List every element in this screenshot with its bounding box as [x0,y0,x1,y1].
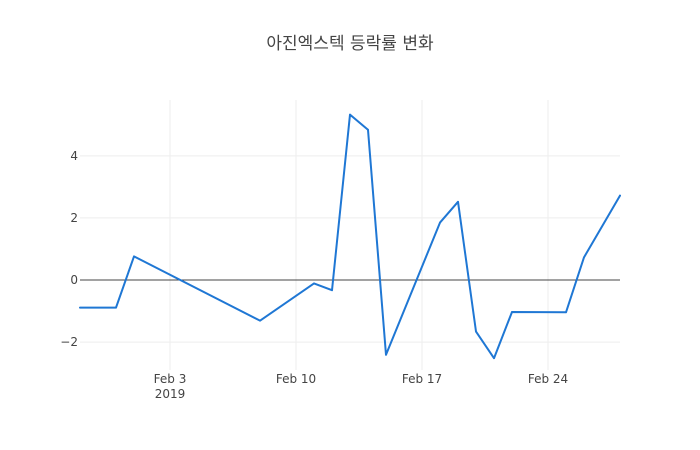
y-axis: −2 0 2 4 [60,149,78,349]
data-point [115,306,117,309]
data-point [331,289,333,292]
x-tick-label: Feb 10 [276,372,316,386]
grid [80,100,620,370]
data-point [511,311,513,313]
series-line [79,113,621,360]
data-point [385,353,387,356]
x-tick-sublabel: 2019 [155,387,186,401]
x-tick-label: Feb 3 [154,372,187,386]
chart-title: 아진엑스텍 등락률 변화 [266,34,434,54]
data-point [619,194,621,197]
data-point [565,311,567,314]
data-point [79,306,81,309]
plot-area [79,113,621,360]
y-tick-label: −2 [60,335,78,349]
y-tick-label: 4 [70,149,78,163]
data-point [259,319,261,322]
data-point [439,221,441,224]
data-point [583,256,585,259]
data-point [133,255,135,258]
data-point [313,282,315,285]
data-point [349,113,351,116]
x-tick-label: Feb 17 [402,372,442,386]
y-tick-label: 0 [70,273,78,287]
data-point [475,330,477,333]
data-point [493,357,495,360]
data-point [457,200,459,203]
data-point [367,128,369,131]
x-tick-label: Feb 24 [528,372,568,386]
y-tick-label: 2 [70,211,78,225]
